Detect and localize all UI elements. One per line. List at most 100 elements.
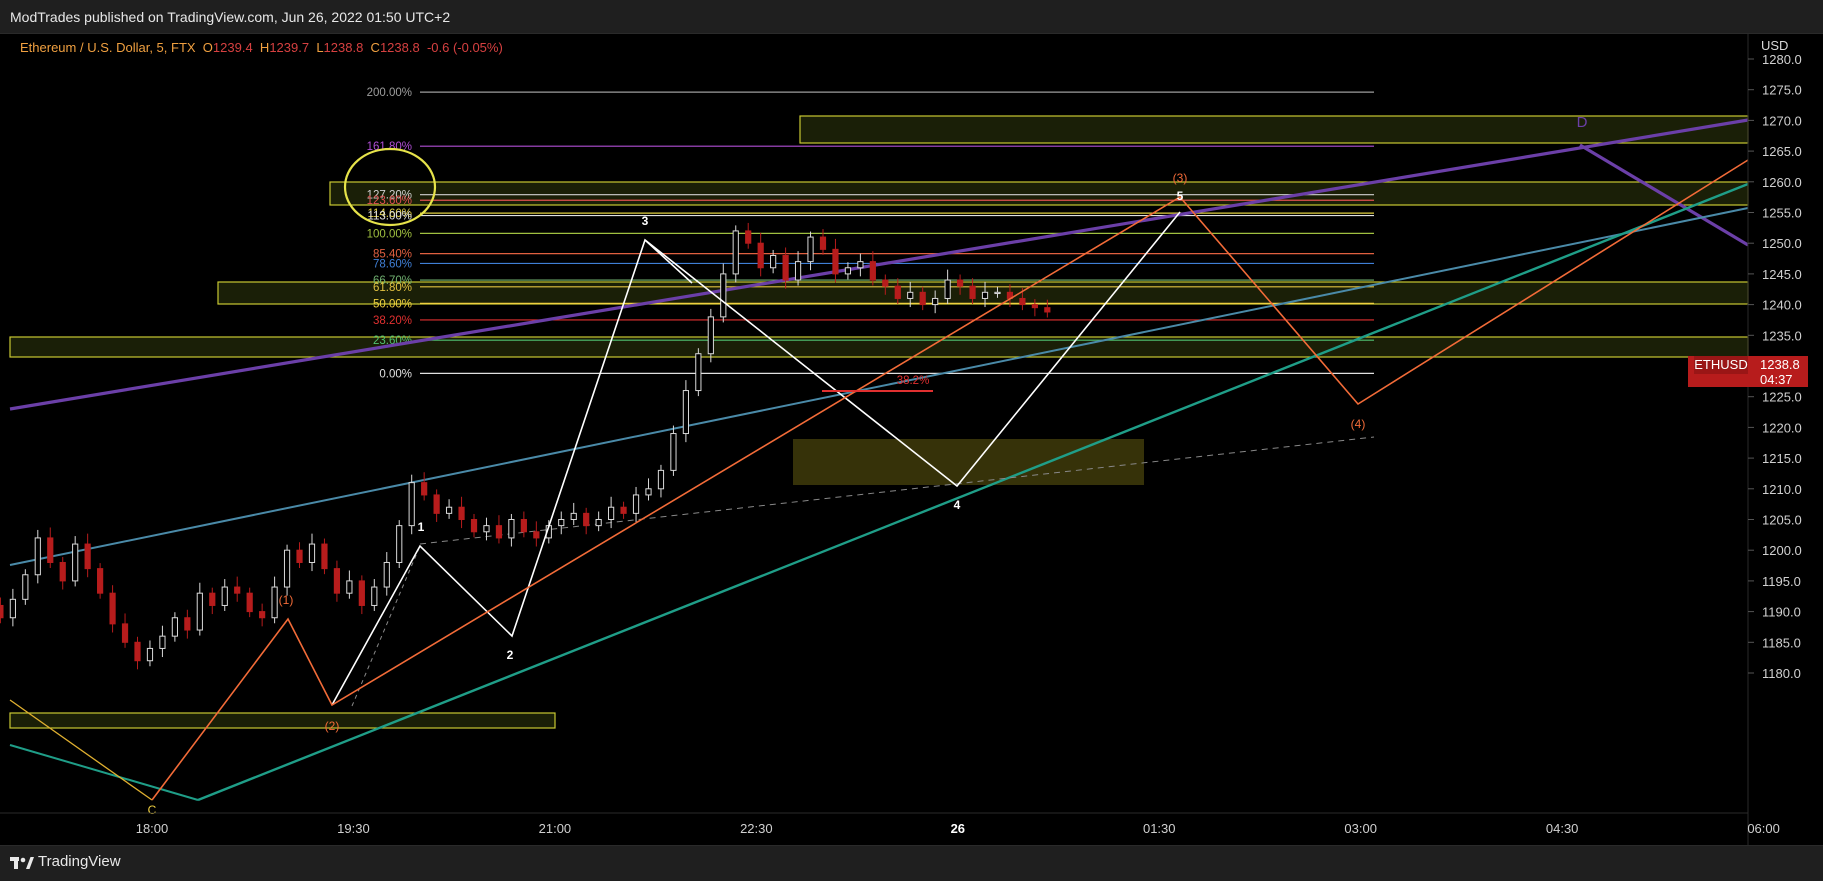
candle-body bbox=[794, 261, 802, 281]
candle-body bbox=[757, 242, 764, 269]
candle-body bbox=[296, 549, 303, 563]
legend-c-label: C bbox=[370, 40, 380, 55]
zone-top-right bbox=[799, 115, 1749, 144]
purple-channel-down bbox=[1579, 143, 1749, 247]
candle-body bbox=[682, 390, 689, 435]
legend-symbol: Ethereum / U.S. Dollar, 5, FTX bbox=[20, 40, 196, 55]
y-tick-label: 1245.0 bbox=[1762, 267, 1802, 282]
candle-body bbox=[1019, 297, 1026, 306]
y-tick-label: 1215.0 bbox=[1762, 451, 1802, 466]
candle-body bbox=[782, 254, 789, 281]
candle-body bbox=[670, 433, 677, 471]
waves-layer bbox=[151, 147, 1749, 801]
candle-body bbox=[620, 506, 627, 514]
candle-body bbox=[819, 236, 827, 250]
candle-body bbox=[907, 291, 914, 299]
candle-body bbox=[246, 592, 253, 613]
candle-body bbox=[333, 568, 341, 594]
fib-label: 50.00% bbox=[373, 298, 412, 310]
degree-wave-orange bbox=[151, 159, 1749, 801]
wave-3-4-segment bbox=[644, 239, 693, 284]
y-tick-label: 1250.0 bbox=[1762, 236, 1802, 251]
symbol-legend: Ethereum / U.S. Dollar, 5, FTX O1239.4 H… bbox=[20, 40, 503, 55]
dashed-trendline bbox=[419, 436, 1375, 545]
y-tick-label: 1280.0 bbox=[1762, 52, 1802, 67]
candle-body bbox=[495, 525, 503, 539]
candle-body bbox=[558, 519, 565, 527]
y-tick-label: 1240.0 bbox=[1762, 298, 1802, 313]
wave-label-white: 3 bbox=[642, 214, 649, 228]
candle-body bbox=[97, 568, 104, 594]
candle-body bbox=[520, 519, 527, 533]
candle-body bbox=[919, 291, 926, 306]
yellow-corrective-line bbox=[9, 699, 153, 801]
candle-body bbox=[121, 623, 129, 643]
candle-body bbox=[745, 230, 752, 244]
tradingview-brand[interactable]: TradingView bbox=[38, 853, 121, 870]
y-tick-label: 1235.0 bbox=[1762, 328, 1802, 343]
y-tick-label: 1220.0 bbox=[1762, 420, 1802, 435]
candle-body bbox=[994, 291, 1001, 295]
candle-body bbox=[134, 641, 141, 662]
y-tick-label: 1275.0 bbox=[1762, 83, 1802, 98]
candle-body bbox=[84, 543, 91, 570]
candle-body bbox=[234, 586, 241, 594]
x-tick-label: 22:30 bbox=[740, 821, 773, 836]
candle-body bbox=[396, 525, 403, 563]
chart-area[interactable]: 200.00% 1 61.80% 127.20% 123.60% 114.60% 113.0… bbox=[0, 33, 1823, 845]
candle-body bbox=[109, 592, 116, 625]
fib-label: 127.20% bbox=[367, 190, 412, 202]
candle-body bbox=[632, 494, 640, 514]
last-price-badge: ETHUSD 1238.8 04:37 bbox=[1688, 356, 1808, 387]
candle-body bbox=[583, 512, 590, 527]
candle-body bbox=[72, 543, 79, 582]
x-tick-label: 03:00 bbox=[1344, 821, 1377, 836]
legend-h-label: H bbox=[259, 40, 270, 55]
y-tick-label: 1265.0 bbox=[1762, 144, 1802, 159]
y-tick-label: 1180.0 bbox=[1762, 666, 1801, 681]
candle-body bbox=[470, 519, 478, 533]
candle-body bbox=[271, 586, 278, 619]
purple-channel-line bbox=[9, 118, 1749, 411]
badge-price: 1238.8 bbox=[1760, 357, 1800, 372]
fib-38-annotation: 38.2% bbox=[897, 375, 930, 387]
zones-layer bbox=[9, 115, 1749, 729]
fib-label: 85.40% bbox=[373, 249, 412, 261]
candles-layer bbox=[0, 222, 1051, 670]
candle-body bbox=[869, 261, 876, 281]
candle-body bbox=[844, 267, 852, 275]
candle-body bbox=[171, 617, 178, 637]
candle-body bbox=[358, 580, 365, 606]
candle-body bbox=[209, 592, 216, 606]
y-tick-label: 1205.0 bbox=[1762, 513, 1802, 528]
dashed-wave1-line bbox=[351, 545, 421, 707]
candle-body bbox=[196, 592, 203, 631]
candle-body bbox=[969, 285, 976, 299]
candle-body bbox=[259, 611, 266, 619]
candle-body bbox=[458, 506, 465, 521]
y-tick-label: 1210.0 bbox=[1762, 482, 1802, 497]
legend-l-label: L bbox=[316, 40, 324, 55]
wave-label-white: 2 bbox=[507, 648, 514, 662]
fib-label: 66.70% bbox=[373, 275, 412, 287]
candle-body bbox=[22, 574, 29, 600]
candle-body bbox=[47, 537, 54, 563]
wave-label-white: 5 bbox=[1177, 189, 1184, 203]
candle-body bbox=[981, 291, 989, 299]
teal-channel-line bbox=[197, 182, 1749, 802]
candle-body bbox=[707, 316, 714, 355]
legend-l-value: 1238.8 bbox=[323, 40, 364, 55]
fib-label: 123.60% bbox=[367, 195, 412, 207]
chart-canvas[interactable]: 200.00% 1 61.80% 127.20%123.60%114.60%113.0… bbox=[0, 33, 1823, 845]
candle-body bbox=[894, 285, 901, 299]
candle-body bbox=[807, 236, 814, 263]
candle-body bbox=[1044, 307, 1051, 313]
wave-label-orange: (4) bbox=[1351, 417, 1366, 431]
y-tick-label: 1200.0 bbox=[1762, 543, 1802, 558]
fib-label: 0.00% bbox=[379, 368, 412, 380]
candle-body bbox=[433, 494, 440, 514]
candle-body bbox=[732, 230, 739, 275]
y-tick-label: 1185.0 bbox=[1762, 635, 1801, 650]
tradingview-logo-icon[interactable] bbox=[10, 855, 34, 871]
